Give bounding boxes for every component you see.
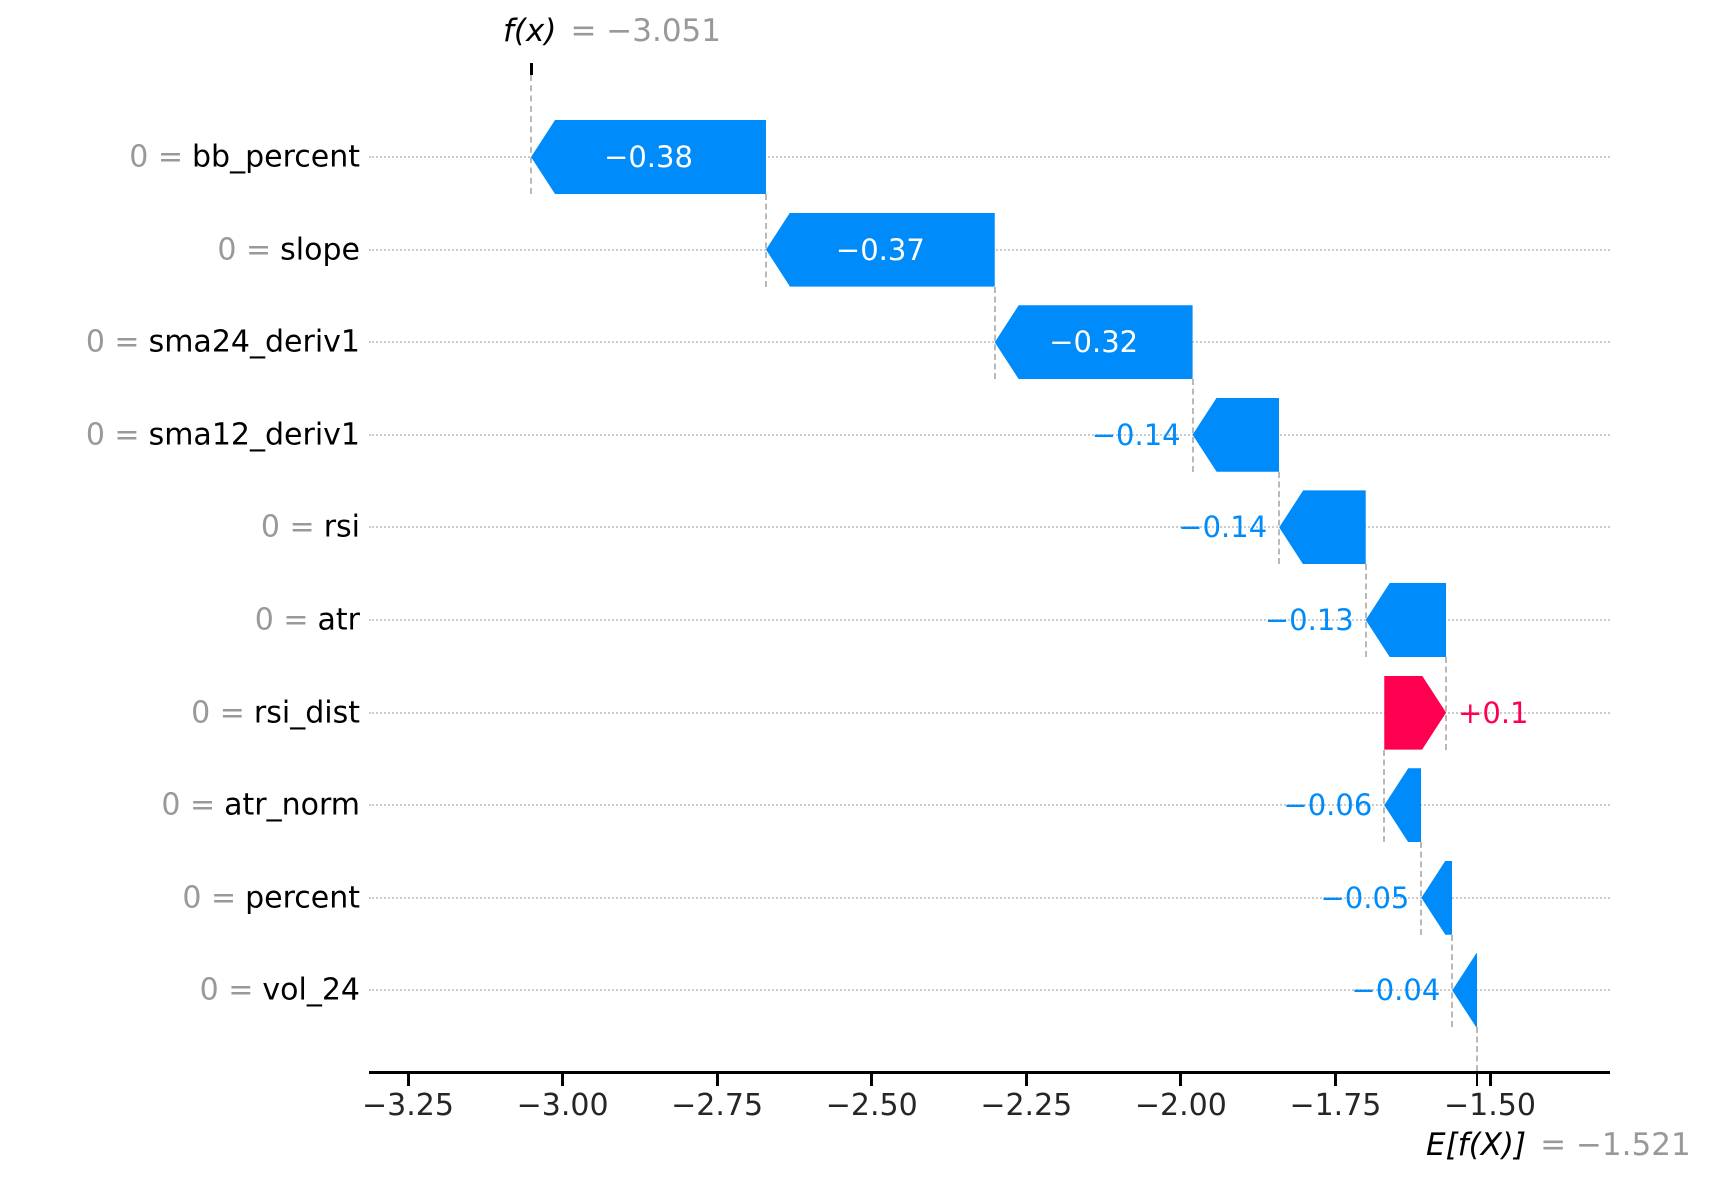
bar-value-label: −0.38: [604, 140, 693, 174]
bar-value-label: −0.32: [1049, 325, 1139, 360]
efx-label-text: E[f(X)]: [1426, 1127, 1527, 1163]
y-label-feature-name: atr: [317, 602, 360, 638]
x-axis-tick: [1179, 1074, 1183, 1086]
bar-value-label: −0.06: [1283, 788, 1373, 823]
x-tick-label: −2.75: [671, 1088, 764, 1123]
waterfall-bar: [1192, 397, 1280, 472]
x-tick-label: −3.25: [362, 1088, 454, 1123]
waterfall-bar: [1421, 860, 1453, 935]
fx-tick: [529, 63, 533, 75]
row-gridline: [369, 896, 1610, 899]
connector-line: [764, 194, 767, 287]
x-tick-label: −2.50: [825, 1088, 918, 1123]
waterfall-bar: [1452, 953, 1477, 1028]
row-gridline: [369, 989, 1610, 992]
x-axis-tick: [561, 1074, 565, 1086]
row-gridline: [369, 341, 1610, 344]
x-tick-label: −2.25: [980, 1088, 1073, 1123]
x-axis-tick: [870, 1074, 874, 1086]
waterfall-bar: [994, 305, 1193, 380]
fx-title-label: f(x): [503, 13, 557, 49]
waterfall-bar: [1279, 490, 1366, 565]
bar-value-label: −0.05: [1320, 880, 1410, 915]
y-label-prefix: 0 =: [161, 787, 216, 823]
y-label-feature-name: sma12_deriv1: [148, 417, 360, 453]
x-axis-tick: [715, 1074, 719, 1086]
bar-value-label: −0.37: [835, 232, 925, 267]
y-label-feature-name: percent: [245, 880, 360, 916]
fx-title-value: = −3.051: [570, 13, 722, 49]
y-label-feature-name: vol_24: [262, 972, 360, 1008]
connector-line: [1364, 564, 1367, 657]
x-tick-label: −1.75: [1289, 1088, 1382, 1123]
y-label-prefix: 0 =: [85, 417, 140, 453]
y-axis-label: 0 = bb_percent: [129, 140, 360, 175]
y-label-prefix: 0 =: [182, 880, 237, 916]
y-label-feature-name: slope: [280, 232, 360, 268]
y-label-prefix: 0 =: [254, 602, 309, 638]
connector-line: [1278, 471, 1281, 565]
y-label-prefix: 0 =: [199, 972, 254, 1008]
bar-value-label: −0.14: [1178, 510, 1268, 545]
connector-line: [1451, 934, 1454, 1028]
waterfall-bar: [1384, 675, 1447, 750]
bar-value-label: −0.04: [1351, 973, 1441, 1008]
fx-title: f(x) = −3.051: [503, 13, 721, 49]
bar-value-label: +0.1: [1458, 695, 1529, 730]
y-axis-label: 0 = sma12_deriv1: [86, 417, 360, 452]
y-label-feature-name: sma24_deriv1: [148, 324, 360, 360]
efx-label-value: = −1.521: [1540, 1127, 1691, 1163]
y-axis-label: 0 = percent: [182, 880, 360, 915]
x-axis-line: [369, 1071, 1610, 1074]
y-axis-label: 0 = vol_24: [200, 973, 360, 1008]
y-label-prefix: 0 =: [191, 695, 245, 731]
y-label-prefix: 0 =: [217, 232, 272, 268]
y-label-feature-name: rsi: [323, 509, 360, 545]
efx-label: E[f(X)] = −1.521: [1426, 1127, 1691, 1163]
waterfall-bar: [1384, 768, 1422, 843]
row-gridline: [369, 526, 1610, 529]
row-gridline: [369, 711, 1610, 714]
x-tick-label: −3.00: [516, 1088, 609, 1123]
y-axis-label: 0 = atr: [255, 603, 360, 638]
y-axis-label: 0 = rsi_dist: [191, 695, 360, 730]
y-label-prefix: 0 =: [129, 139, 183, 175]
row-gridline: [369, 619, 1610, 621]
y-label-feature-name: rsi_dist: [253, 695, 360, 731]
connector-line: [1383, 749, 1386, 843]
x-axis-tick: [406, 1074, 410, 1086]
y-axis-label: 0 = atr_norm: [161, 788, 360, 823]
y-label-feature-name: atr_norm: [224, 787, 360, 823]
x-axis-tick: [1024, 1074, 1028, 1086]
row-gridline: [369, 804, 1610, 807]
y-axis-label: 0 = sma24_deriv1: [86, 325, 360, 360]
bar-value-label: −0.14: [1091, 417, 1181, 452]
row-gridline: [369, 433, 1610, 436]
connector-line: [1445, 657, 1448, 750]
waterfall-bar: [765, 212, 995, 287]
y-label-prefix: 0 =: [260, 509, 315, 545]
connector-line: [1191, 379, 1194, 472]
waterfall-bar: [531, 120, 766, 194]
row-gridline: [369, 156, 1610, 158]
x-tick-label: −1.50: [1444, 1088, 1536, 1123]
y-axis-label: 0 = slope: [217, 232, 360, 267]
y-label-prefix: 0 =: [85, 324, 140, 360]
y-axis-label: 0 = rsi: [261, 510, 360, 545]
bar-value-label: −0.13: [1264, 603, 1354, 637]
waterfall-bar: [1365, 583, 1447, 657]
x-tick-label: −2.00: [1134, 1088, 1227, 1123]
connector-line: [1420, 842, 1423, 935]
connector-line: [993, 286, 996, 380]
connector-line: [1476, 1027, 1479, 1071]
connector-line: [530, 75, 533, 194]
efx-tick: [1475, 1074, 1479, 1086]
x-axis-tick: [1488, 1074, 1492, 1086]
x-axis-tick: [1333, 1074, 1337, 1086]
y-label-feature-name: bb_percent: [192, 139, 360, 175]
